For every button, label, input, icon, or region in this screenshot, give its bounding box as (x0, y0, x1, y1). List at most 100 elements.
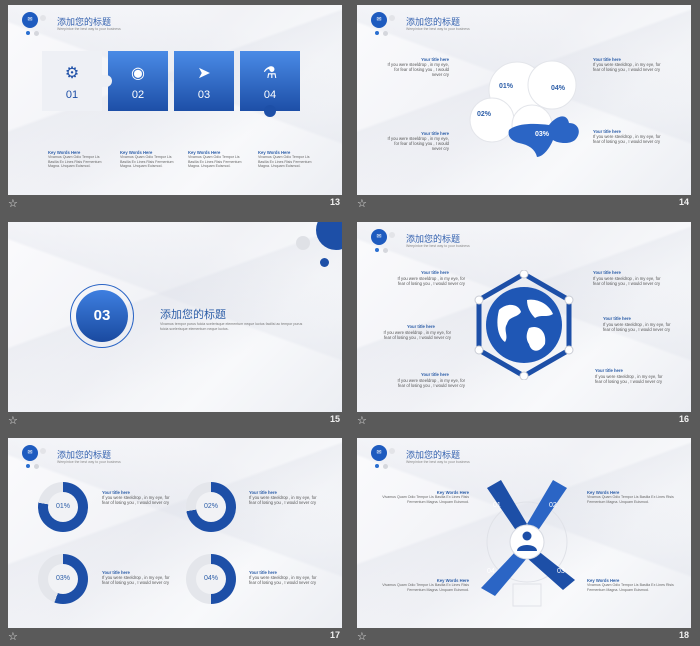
donut-caption-4: Your title here If you were steeldrop , … (249, 570, 319, 585)
decor-circle-gray (296, 236, 310, 250)
hexagon-node (564, 345, 574, 355)
ray-01 (487, 480, 527, 532)
decor-dot (375, 464, 379, 468)
item-title: Your title here (421, 57, 449, 62)
decor-dot (383, 464, 388, 469)
percent-label-03: 03% (535, 131, 550, 138)
ray-04 (481, 550, 527, 596)
slide-canvas: 03 添加您的标题 Vivamus tempor purus fuicia sc… (8, 222, 342, 412)
item-body: If you were steeldrop , in my eye, for f… (397, 276, 466, 287)
ray-label-02: 02 (549, 502, 557, 509)
keyword-item-2: Key Words Here Vivamus Quam Odio Tempor … (587, 490, 675, 504)
decor-circle-small (320, 258, 329, 267)
slide-subtitle: Weepintoe the best way to your business (406, 244, 470, 248)
item-body: If you were steeldrop , in my eye, for f… (249, 495, 317, 506)
caption-title: Key Words Here (48, 150, 81, 155)
percent-label-04: 04% (551, 85, 566, 92)
keyword-item-4: Key Words Here Vivamus Quam Odio Tempor … (587, 578, 675, 592)
section-ring (70, 284, 134, 348)
slide-thumbnail-15[interactable]: 03 添加您的标题 Vivamus tempor purus fuicia sc… (0, 217, 343, 430)
bulb-outline (486, 501, 568, 583)
chat-icon: ✉ (371, 12, 387, 28)
decor-circle-large (316, 222, 342, 250)
chat-icon: ✉ (22, 12, 38, 28)
slide-footer: ☆ 13 (8, 195, 342, 213)
info-item-1: Your title here If you were steeldrop , … (385, 57, 449, 78)
item-title: Your title here (421, 131, 449, 136)
donut-hole: 02% (196, 492, 226, 522)
slide-title: 添加您的标题 (406, 17, 461, 27)
decor-dot (34, 464, 39, 469)
slide-canvas: ✉ 添加您的标题 Weepintoe the best way to your … (8, 5, 342, 195)
item-title: Your title here (407, 324, 435, 329)
user-head (522, 531, 532, 541)
decor-dot (375, 248, 379, 252)
caption-title: Key Words Here (188, 150, 221, 155)
donut-chart-2: 02% (186, 482, 236, 532)
slide-canvas: ✉ 添加您的标题 Weepintoe the best way to your … (357, 5, 691, 195)
item-title: Your title here (421, 372, 449, 377)
star-icon[interactable]: ☆ (357, 198, 367, 210)
donut-caption-1: Your title here If you were steeldrop , … (102, 490, 172, 505)
keyword-item-1: Key Words Here Vivamus Quam Odio Tempor … (381, 490, 469, 504)
slide-thumbnail-16[interactable]: ✉ 添加您的标题 Weepintoe the best way to your … (349, 217, 692, 430)
item-body: If you were steeldrop , in my eye, for f… (593, 62, 661, 73)
slide-title: 添加您的标题 (57, 17, 112, 27)
slide-thumbnail-17[interactable]: ✉ 添加您的标题 Weepintoe the best way to your … (0, 433, 343, 646)
slide-thumbnail-13[interactable]: ✉ 添加您的标题 Weepintoe the best way to your … (0, 0, 343, 213)
info-item-2: Your title here If you were steeldrop , … (385, 131, 449, 152)
puzzle-knob (100, 75, 112, 87)
puzzle-knob (264, 105, 276, 117)
info-item-3: Your title here If you were steeldrop , … (593, 57, 661, 72)
item-body: Vivamus Quam Odio Tempor Lis Basilia Ex … (382, 495, 469, 504)
donut-label: 02% (203, 503, 218, 510)
decor-dot (26, 464, 30, 468)
donut-hole: 03% (48, 564, 78, 594)
donut-label: 01% (55, 503, 70, 510)
star-icon[interactable]: ☆ (8, 198, 18, 210)
decor-dot (389, 448, 395, 454)
hexagon-node (564, 295, 574, 305)
ray-label-01: 01 (493, 502, 501, 509)
item-body: If you were steeldrop , in my eye, for f… (102, 495, 170, 506)
star-icon[interactable]: ☆ (357, 415, 367, 427)
puzzle-number: 03 (197, 89, 211, 101)
item-title: Key Words Here (436, 490, 469, 495)
donut-hole: 01% (48, 492, 78, 522)
decor-dot (34, 31, 39, 36)
caption-body: Vivamus Quam Odio Tempor Lis Basilia Ex … (120, 155, 174, 169)
ray-label-04: 04 (487, 568, 495, 575)
slide-thumbnail-18[interactable]: ✉ 添加您的标题 Weepintoe the best way to your … (349, 433, 692, 646)
decor-dot (389, 15, 395, 21)
item-title: Your title here (593, 57, 621, 62)
section-badge: 03 (76, 290, 128, 342)
donut-caption-2: Your title here If you were steeldrop , … (249, 490, 319, 505)
star-icon[interactable]: ☆ (357, 631, 367, 643)
globe-circle (486, 287, 562, 363)
caption-body: Vivamus Quam Odio Tempor Lis Basilia Ex … (188, 155, 242, 169)
item-title: Your title here (603, 316, 631, 321)
item-body: If you were steeldrop , in my eye, for f… (387, 136, 449, 152)
star-icon[interactable]: ☆ (8, 415, 18, 427)
item-body: If you were steeldrop , in my eye, for f… (593, 276, 661, 287)
slide-thumbnail-14[interactable]: ✉ 添加您的标题 Weepintoe the best way to your … (349, 0, 692, 213)
slide-footer: ☆ 14 (357, 195, 691, 213)
puzzle-piece-2: ◉ 02 (100, 51, 168, 111)
caption-4: Key Words Here Vivamus Quam Odio Tempor … (258, 150, 318, 169)
donut-caption-3: Your title here If you were steeldrop , … (102, 570, 172, 585)
gear-icon: ⚙ (64, 65, 80, 82)
star-icon[interactable]: ☆ (8, 631, 18, 643)
continent-shape (527, 299, 553, 318)
item-title: Your title here (249, 490, 277, 495)
slide-footer: ☆ 15 (8, 412, 342, 430)
item-body: Vivamus Quam Odio Tempor Lis Basilia Ex … (587, 583, 674, 592)
decor-dot (389, 232, 395, 238)
slide-subtitle: Weepintoe the best way to your business (57, 460, 121, 464)
slide-subtitle: Weepintoe the best way to your business (406, 460, 470, 464)
cloud-diagram (469, 60, 579, 157)
percent-label-01: 01% (499, 83, 514, 90)
caption-title: Key Words Here (120, 150, 153, 155)
item-title: Key Words Here (587, 490, 620, 495)
item-body: Vivamus Quam Odio Tempor Lis Basilia Ex … (587, 495, 674, 504)
bulb-base (512, 583, 542, 607)
